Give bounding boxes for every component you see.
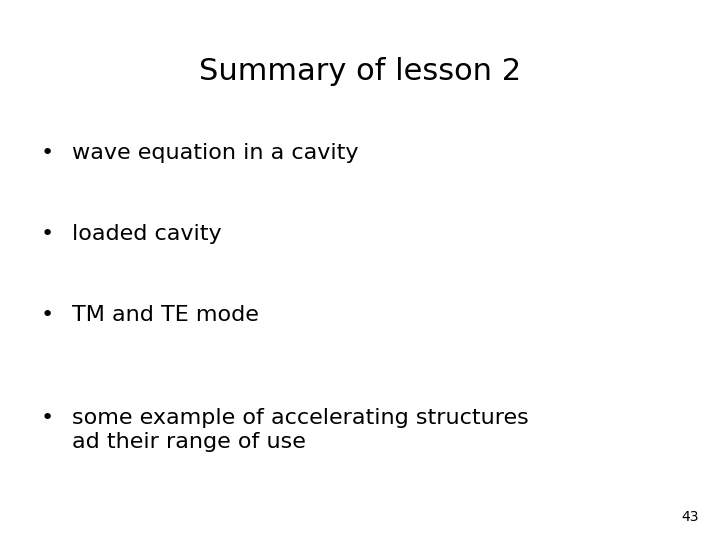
Text: •: • — [41, 224, 54, 244]
Text: wave equation in a cavity: wave equation in a cavity — [72, 143, 359, 163]
Text: Summary of lesson 2: Summary of lesson 2 — [199, 57, 521, 86]
Text: •: • — [41, 143, 54, 163]
Text: some example of accelerating structures
ad their range of use: some example of accelerating structures … — [72, 408, 528, 453]
Text: •: • — [41, 305, 54, 325]
Text: TM and TE mode: TM and TE mode — [72, 305, 259, 325]
Text: 43: 43 — [681, 510, 698, 524]
Text: •: • — [41, 408, 54, 428]
Text: loaded cavity: loaded cavity — [72, 224, 222, 244]
